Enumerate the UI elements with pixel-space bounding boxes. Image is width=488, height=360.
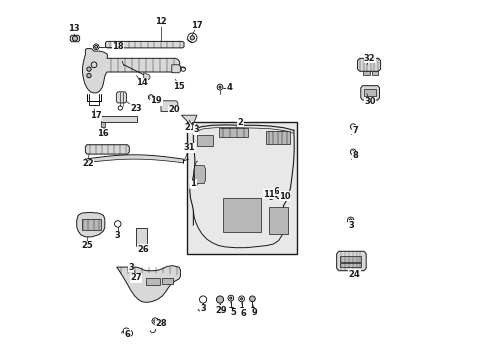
Circle shape [87,73,91,78]
Text: 3: 3 [128,263,134,272]
Text: 15: 15 [173,82,184,91]
Circle shape [87,67,91,71]
Circle shape [125,331,128,334]
Text: 25: 25 [81,241,93,250]
Bar [101,116,136,122]
Bar [339,256,361,262]
Text: 3: 3 [200,305,205,313]
Bar [223,198,260,232]
Text: 9: 9 [251,308,257,317]
Circle shape [149,96,152,98]
Text: 20: 20 [168,105,180,114]
Polygon shape [82,49,179,93]
Circle shape [190,36,194,40]
Bar [101,122,104,127]
Text: 6: 6 [241,309,246,318]
Circle shape [229,297,231,299]
Text: 22: 22 [82,159,94,168]
Circle shape [351,126,354,128]
Text: 21: 21 [183,123,195,132]
Bar [339,263,361,267]
Circle shape [219,86,221,88]
Text: 13: 13 [67,24,79,33]
Text: 31: 31 [183,143,195,152]
Text: 1: 1 [190,179,196,188]
Polygon shape [105,41,183,48]
Text: 5: 5 [229,308,235,317]
Circle shape [351,151,354,153]
Text: 32: 32 [363,54,375,63]
Polygon shape [85,145,129,154]
Text: 14: 14 [136,78,147,87]
Circle shape [280,193,284,196]
Bar [136,228,147,246]
Polygon shape [336,251,366,271]
Text: 8: 8 [352,151,358,160]
Bar [265,131,289,144]
Circle shape [268,194,273,199]
Polygon shape [70,35,80,42]
Text: 30: 30 [363,97,375,106]
Bar [362,71,369,75]
Circle shape [272,193,276,197]
Polygon shape [77,212,104,237]
Polygon shape [194,166,205,184]
Circle shape [194,125,198,129]
Text: 12: 12 [155,17,166,26]
Bar [186,122,296,254]
Text: 11: 11 [263,190,274,199]
Text: 26: 26 [137,245,148,253]
Bar [162,278,173,284]
Polygon shape [360,86,379,100]
Circle shape [348,219,351,222]
Polygon shape [117,266,180,302]
Text: 17: 17 [90,112,102,120]
Bar [197,135,213,146]
Circle shape [190,125,196,130]
Text: 10: 10 [279,192,290,201]
Text: 23: 23 [130,104,142,113]
Circle shape [284,193,289,198]
Circle shape [95,45,98,48]
Text: 3: 3 [193,125,198,134]
Bar [363,89,375,96]
Bar [81,219,101,230]
Polygon shape [217,308,223,315]
Circle shape [153,320,156,323]
Text: 4: 4 [226,84,232,93]
Bar [268,207,287,234]
Circle shape [276,194,281,199]
Polygon shape [171,65,180,73]
Text: 16: 16 [97,130,109,139]
Text: 17: 17 [191,21,203,30]
Text: 27: 27 [130,274,142,282]
Polygon shape [161,101,178,112]
Text: 24: 24 [348,270,360,279]
Text: 19: 19 [150,96,162,105]
Polygon shape [143,73,150,81]
Text: 18: 18 [112,42,123,51]
Bar [145,278,160,285]
Circle shape [240,298,242,300]
Text: 7: 7 [352,126,358,135]
Circle shape [72,36,77,41]
Polygon shape [357,58,380,71]
Circle shape [249,296,255,302]
Text: 6: 6 [124,330,130,338]
Bar [219,128,247,137]
Circle shape [216,296,223,303]
Bar [371,71,378,75]
Text: 6: 6 [273,187,279,196]
Polygon shape [116,92,126,103]
Text: 2: 2 [237,118,243,127]
Text: 28: 28 [155,320,166,328]
Text: 3: 3 [115,231,121,240]
Text: 3: 3 [348,220,354,230]
Text: 29: 29 [215,306,226,315]
Polygon shape [181,115,197,127]
